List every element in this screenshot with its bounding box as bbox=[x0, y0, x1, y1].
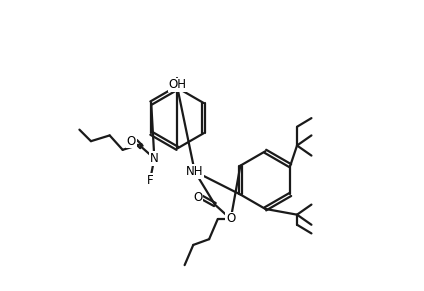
Text: O: O bbox=[226, 212, 235, 226]
Text: O: O bbox=[127, 135, 136, 148]
Text: O: O bbox=[193, 191, 202, 204]
Text: OH: OH bbox=[168, 79, 187, 91]
Text: N: N bbox=[150, 152, 159, 165]
Text: NH: NH bbox=[186, 165, 204, 178]
Text: F: F bbox=[147, 174, 153, 187]
